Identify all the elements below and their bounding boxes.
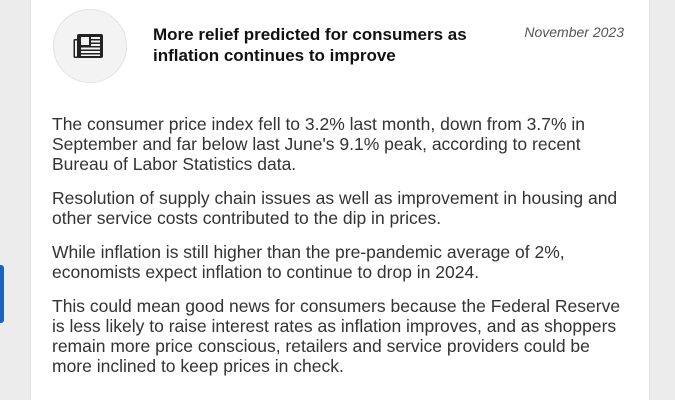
article-body: The consumer price index fell to 3.2% la… bbox=[52, 114, 632, 390]
article-card: More relief predicted for consumers as i… bbox=[30, 0, 650, 400]
article-paragraph: Resolution of supply chain issues as wel… bbox=[52, 188, 618, 228]
article-paragraph: The consumer price index fell to 3.2% la… bbox=[52, 114, 586, 174]
article-icon-badge bbox=[53, 9, 127, 83]
newspaper-icon bbox=[73, 34, 103, 58]
left-accent-bar bbox=[0, 265, 4, 323]
article-headline: More relief predicted for consumers as i… bbox=[153, 25, 467, 65]
article-date: November 2023 bbox=[524, 24, 624, 40]
article-paragraph: While inflation is still higher than the… bbox=[52, 242, 565, 282]
article-paragraph: This could mean good news for consumers … bbox=[52, 296, 621, 376]
